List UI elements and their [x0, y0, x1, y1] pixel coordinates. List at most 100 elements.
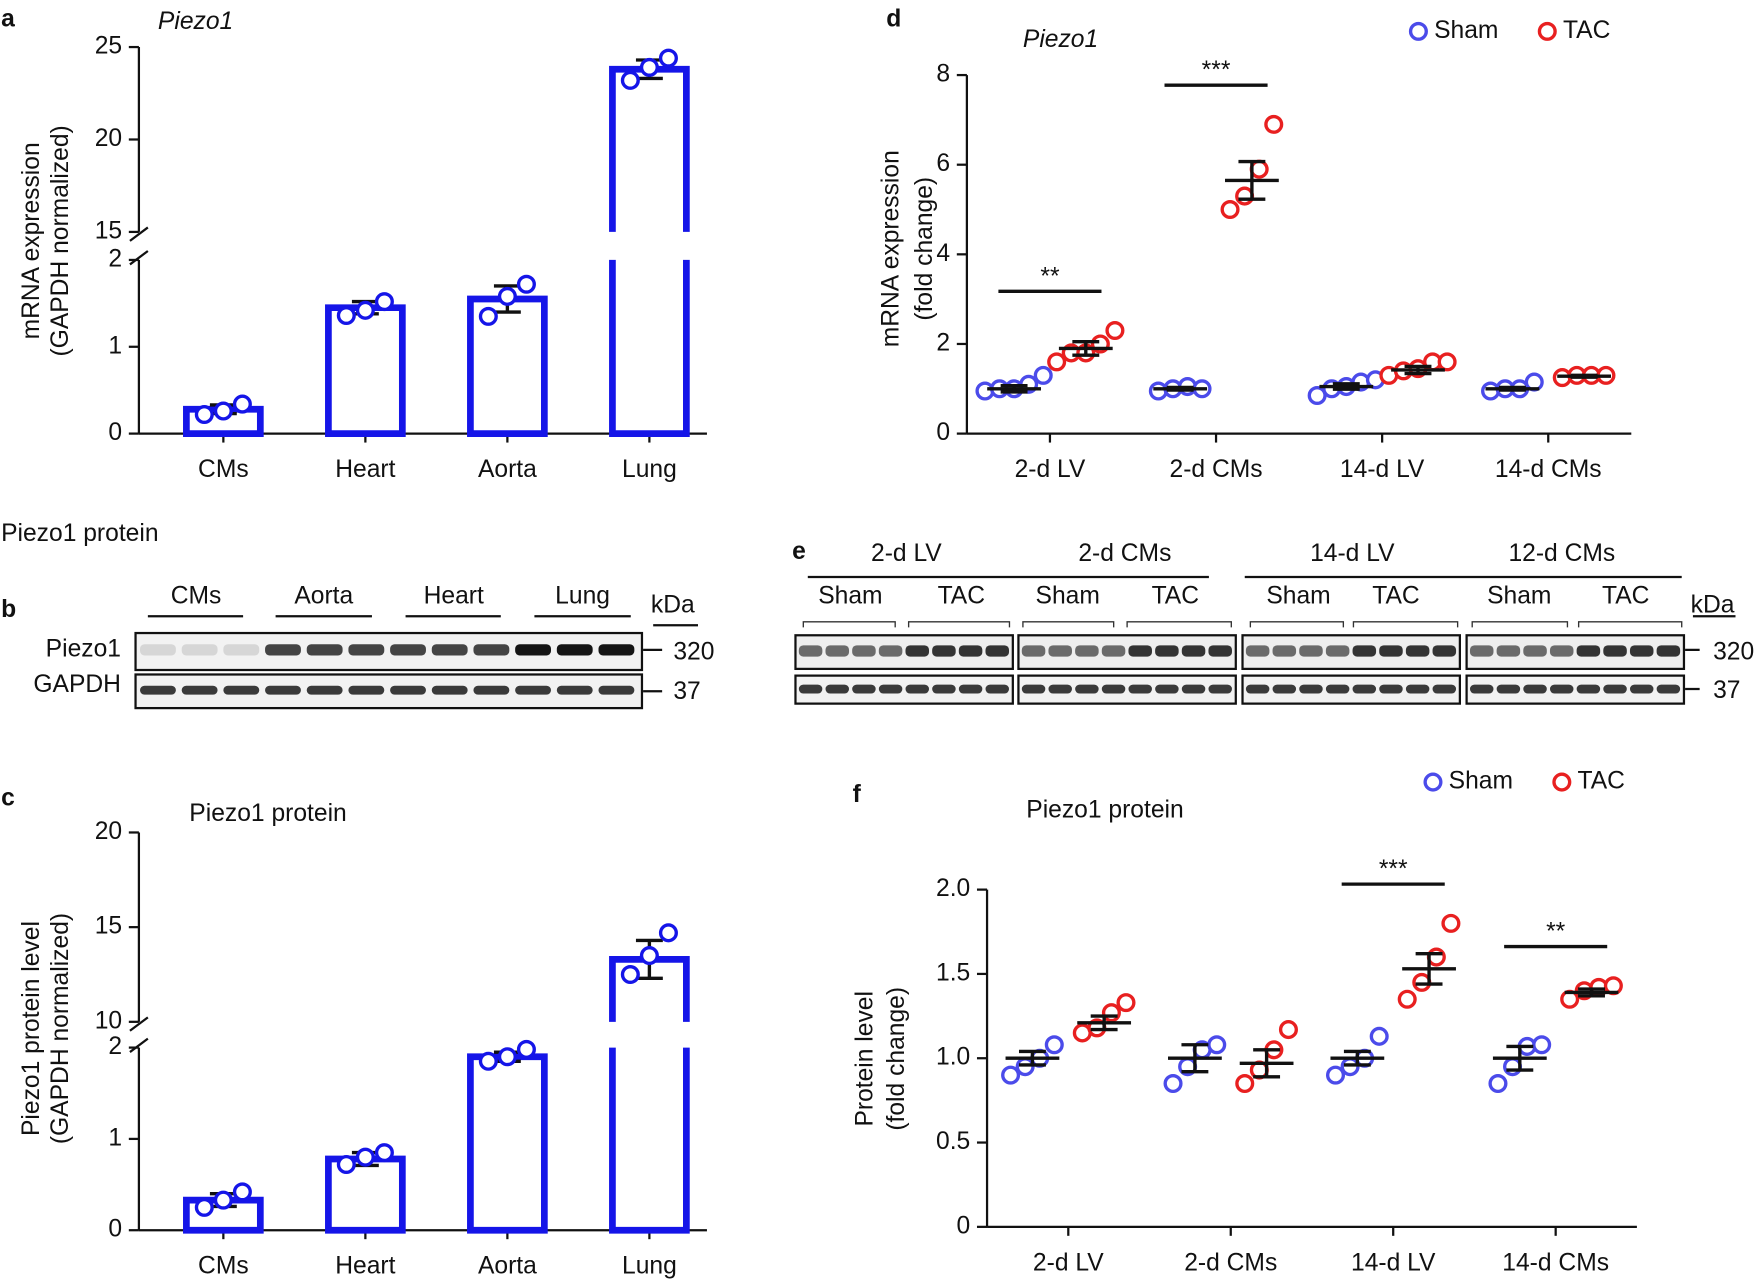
x-tick-label: 14-d CMs — [1495, 456, 1602, 483]
blot-band — [598, 644, 635, 656]
data-point — [658, 923, 678, 943]
blot-band — [1576, 684, 1601, 694]
group-label: 12-d CMs — [1508, 540, 1615, 567]
data-point — [1397, 989, 1417, 1009]
error-bar — [1415, 952, 1443, 986]
significance-label: ** — [1040, 263, 1060, 290]
blot-band — [825, 645, 850, 657]
unit-label: kDa — [1691, 592, 1735, 619]
blot-band — [1523, 645, 1547, 657]
blot-band — [852, 684, 876, 694]
marker-label: 320 — [1713, 639, 1754, 666]
y-tick-label: 0 — [957, 1212, 971, 1239]
data-point — [1116, 993, 1136, 1013]
data-point — [620, 70, 640, 90]
y-tick-label: 0 — [108, 1216, 122, 1243]
blot-band — [1352, 684, 1377, 694]
error-bar — [1166, 385, 1194, 392]
blot-band — [265, 644, 301, 656]
y-axis-label: (fold change) — [883, 987, 910, 1131]
y-tick-label: 0 — [936, 419, 950, 446]
error-bar — [1343, 1049, 1371, 1067]
panel-label: c — [1, 784, 15, 811]
y-tick-label: 20 — [95, 125, 122, 152]
condition-label: Sham — [1487, 583, 1551, 610]
data-point — [374, 292, 394, 312]
panel-label: e — [792, 538, 806, 565]
blot-band — [1576, 645, 1601, 657]
y-tick-label: 1 — [108, 332, 122, 359]
data-point — [232, 1182, 252, 1202]
legend-marker — [1423, 772, 1443, 792]
data-point — [1015, 1057, 1035, 1077]
x-tick-label: Heart — [335, 456, 395, 483]
lane-label: CMs — [171, 583, 222, 610]
legend-label: TAC — [1578, 768, 1625, 795]
blot-band — [852, 645, 876, 657]
data-point — [1047, 352, 1067, 372]
blot-band — [223, 685, 260, 695]
blot-band — [1629, 684, 1654, 694]
blot-band — [598, 685, 635, 695]
data-point — [1001, 1065, 1021, 1085]
data-point — [232, 394, 252, 414]
data-point — [1437, 352, 1457, 372]
blot-band — [1405, 684, 1430, 694]
error-bar — [1090, 1014, 1118, 1032]
blot-band — [905, 645, 930, 657]
data-point — [1207, 1035, 1227, 1055]
error-bar — [1253, 1048, 1281, 1079]
data-point — [374, 1143, 394, 1163]
blot-band — [431, 644, 468, 656]
x-tick-label: 2-d CMs — [1170, 456, 1263, 483]
blot-band — [1181, 684, 1206, 694]
unit-label: kDa — [651, 592, 695, 619]
blot-band — [798, 684, 823, 694]
significance-label: *** — [1379, 856, 1408, 883]
x-tick-label: 14-d LV — [1340, 456, 1425, 483]
y-axis-label: (GAPDH normalized) — [47, 125, 74, 356]
blot-band — [306, 685, 343, 695]
group-underline — [807, 575, 1736, 618]
blot-band — [1075, 645, 1099, 657]
data-point — [516, 274, 536, 294]
panel-label: a — [1, 6, 15, 33]
blot-band — [1101, 645, 1126, 657]
data-point — [1488, 1074, 1508, 1094]
panel-label: f — [853, 781, 862, 808]
blot-band — [1155, 645, 1179, 657]
x-tick-label: 2-d LV — [1033, 1249, 1104, 1276]
group-label: 2-d CMs — [1078, 540, 1171, 567]
blot-band — [985, 684, 1010, 694]
condition-label: Sham — [818, 583, 882, 610]
blot-band — [1128, 645, 1152, 657]
blot-band — [473, 685, 510, 695]
blot-band — [1549, 645, 1574, 657]
blot-band — [932, 684, 956, 694]
y-tick-label: 8 — [936, 61, 950, 88]
y-tick-label: 0.5 — [936, 1128, 970, 1155]
x-tick-label: 14-d LV — [1351, 1249, 1436, 1276]
chart-title: Piezo1 — [158, 8, 233, 35]
chart-title: Piezo1 protein — [1026, 797, 1183, 824]
condition-label: TAC — [938, 583, 985, 610]
legend-marker — [1552, 772, 1572, 792]
blot-band — [1603, 645, 1627, 657]
data-point — [213, 401, 233, 421]
blot-band — [905, 684, 930, 694]
y-axis-label: (GAPDH normalized) — [47, 913, 74, 1144]
data-point — [1340, 1057, 1360, 1077]
blot-band — [556, 644, 593, 656]
data-point — [336, 1154, 356, 1174]
data-point — [355, 1147, 375, 1167]
condition-label: TAC — [1602, 583, 1649, 610]
blot-band — [1155, 684, 1179, 694]
blot-band — [1352, 645, 1377, 657]
data-point — [1249, 159, 1269, 179]
section-title: Piezo1 protein — [1, 520, 158, 547]
y-tick-label: 2 — [108, 245, 122, 272]
bar — [467, 295, 548, 437]
panel-label: b — [1, 596, 16, 623]
